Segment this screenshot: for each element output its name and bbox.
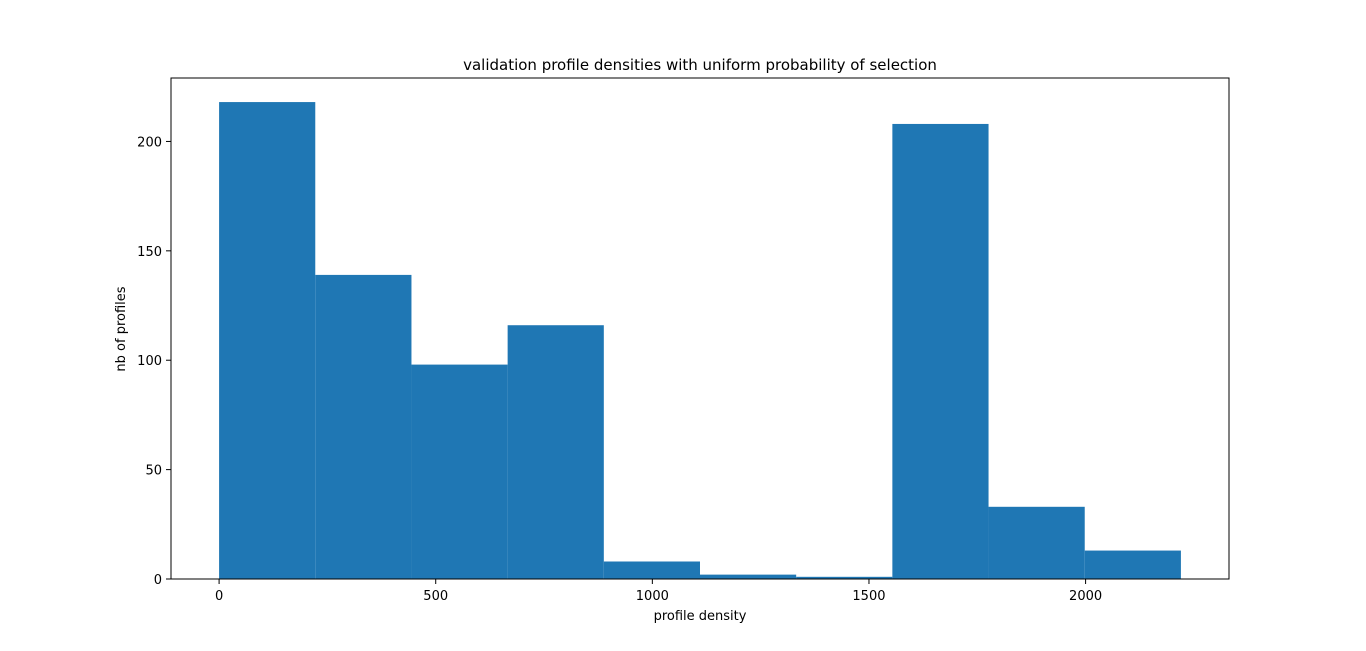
histogram-bar-7 <box>892 123 989 579</box>
histogram-bar-5 <box>700 574 797 579</box>
y-tick-label-4: 200 <box>137 135 162 150</box>
histogram-bar-9 <box>1084 550 1181 579</box>
x-tick-label-2: 1000 <box>636 589 669 604</box>
x-axis-label: profile density <box>654 609 747 624</box>
x-tick-label-1: 500 <box>423 589 448 604</box>
histogram-bar-6 <box>796 576 893 579</box>
y-tick-label-3: 150 <box>137 245 162 260</box>
histogram-bar-1 <box>315 274 412 579</box>
y-axis-ticks: 0 50 100 150 200 <box>137 135 171 588</box>
x-tick-label-0: 0 <box>215 589 223 604</box>
chart-title: validation profile densities with unifor… <box>463 56 937 74</box>
histogram-bar-3 <box>507 325 604 579</box>
histogram-bar-0 <box>219 102 316 580</box>
y-axis-label: nb of profiles <box>114 286 129 371</box>
bars-group <box>219 102 1181 580</box>
x-axis-ticks: 0 500 1000 1500 2000 <box>215 579 1102 604</box>
y-tick-label-0: 0 <box>154 573 162 588</box>
y-tick-label-2: 100 <box>137 354 162 369</box>
histogram-bar-4 <box>603 561 700 579</box>
histogram-bar-2 <box>411 364 508 579</box>
y-tick-label-1: 50 <box>145 464 162 479</box>
x-tick-label-4: 2000 <box>1069 589 1102 604</box>
histogram-bar-8 <box>988 506 1085 579</box>
x-tick-label-3: 1500 <box>852 589 885 604</box>
plot-frame <box>170 77 1230 580</box>
